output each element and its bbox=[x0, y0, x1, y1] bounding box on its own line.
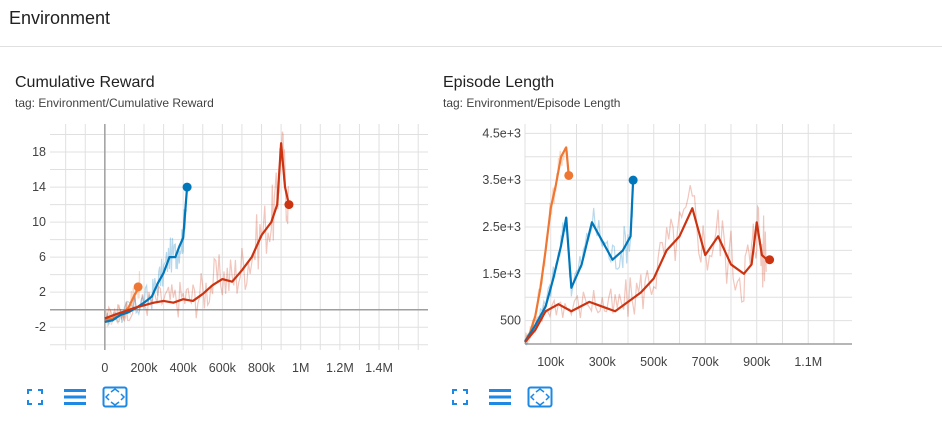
raw-series-line bbox=[524, 185, 767, 345]
x-tick-label: 600k bbox=[209, 361, 237, 375]
x-tick-label: 200k bbox=[130, 361, 158, 375]
x-tick-label: 800k bbox=[248, 361, 276, 375]
x-tick-label: 100k bbox=[537, 355, 565, 369]
y-tick-label: 6 bbox=[39, 250, 46, 264]
toggle-log-scale-icon bbox=[489, 389, 511, 405]
chart-title: Cumulative Reward bbox=[15, 74, 155, 91]
episode-length-chart[interactable]: 100k 300k 500k 700k 900k 1.1M 500 1.5e+3 2.5e+3 3… bbox=[428, 114, 858, 384]
y-tick-label: 2.5e+3 bbox=[482, 220, 521, 234]
fullscreen-icon bbox=[452, 389, 468, 405]
y-tick-label: 2 bbox=[39, 285, 46, 299]
raw-series-line bbox=[524, 176, 634, 347]
cumulative-reward-plot[interactable]: 0 200k 400k 600k 800k 1M 1.2M 1.4M -2 2 6 10 14 18 bbox=[0, 114, 430, 384]
fullscreen-button[interactable] bbox=[21, 384, 49, 410]
series-endpoint-marker bbox=[628, 175, 638, 185]
x-tick-label: 500k bbox=[640, 355, 668, 369]
fullscreen-icon bbox=[27, 389, 43, 405]
x-tick-label: 700k bbox=[692, 355, 720, 369]
series-line bbox=[524, 146, 570, 343]
y-tick-label: 10 bbox=[32, 215, 46, 229]
y-tick-label: 14 bbox=[32, 180, 46, 194]
y-tick-label: 3.5e+3 bbox=[482, 173, 521, 187]
y-tick-label: 1.5e+3 bbox=[482, 267, 521, 281]
raw-data-trace bbox=[104, 131, 289, 322]
toggle-log-scale-button[interactable] bbox=[486, 384, 514, 410]
chart-tag: tag: Environment/Cumulative Reward bbox=[15, 96, 214, 110]
chart-title: Episode Length bbox=[443, 74, 555, 91]
series-endpoint-marker bbox=[133, 282, 143, 292]
raw-data-trace bbox=[524, 185, 767, 345]
y-tick-label: 4.5e+3 bbox=[482, 126, 521, 140]
cumulative-reward-chart[interactable]: 0 200k 400k 600k 800k 1M 1.2M 1.4M -2 2 6 10 14 18 bbox=[0, 114, 430, 384]
fullscreen-button[interactable] bbox=[446, 384, 474, 410]
raw-series-line bbox=[104, 131, 289, 322]
series-endpoint-marker bbox=[564, 170, 574, 180]
section-header: Environment bbox=[0, 0, 942, 47]
toggle-log-scale-button[interactable] bbox=[61, 384, 89, 410]
raw-data-trace bbox=[524, 176, 634, 347]
series-line bbox=[524, 207, 768, 343]
raw-data-trace bbox=[104, 207, 188, 327]
y-tick-label: 18 bbox=[32, 145, 46, 159]
fit-domain-icon bbox=[102, 386, 128, 408]
raw-series-line bbox=[104, 207, 188, 327]
fit-domain-button[interactable] bbox=[101, 384, 129, 410]
series-line bbox=[104, 186, 189, 324]
chart-tag: tag: Environment/Episode Length bbox=[443, 96, 621, 110]
series-line bbox=[104, 142, 291, 320]
chart-card-cumulative-reward: Cumulative Reward tag: Environment/Cumul… bbox=[0, 68, 430, 428]
x-tick-label: 1.1M bbox=[794, 355, 822, 369]
series-line bbox=[524, 180, 635, 343]
episode-length-plot[interactable]: 100k 300k 500k 700k 900k 1.1M 500 1.5e+3 2.5e+3 3… bbox=[428, 114, 858, 384]
y-tick-label: -2 bbox=[35, 320, 46, 334]
x-tick-label: 1M bbox=[292, 361, 309, 375]
x-tick-label: 1.2M bbox=[326, 361, 354, 375]
x-tick-label: 0 bbox=[101, 361, 108, 375]
y-tick-label: 500 bbox=[500, 314, 521, 328]
x-tick-label: 300k bbox=[589, 355, 617, 369]
series-endpoint-marker bbox=[182, 182, 192, 192]
x-tick-label: 400k bbox=[170, 361, 198, 375]
series-endpoint-marker bbox=[765, 255, 775, 265]
x-tick-label: 1.4M bbox=[365, 361, 393, 375]
section-title: Environment bbox=[9, 8, 111, 28]
chart-card-episode-length: Episode Length tag: Environment/Episode … bbox=[428, 68, 858, 428]
fit-domain-button[interactable] bbox=[526, 384, 554, 410]
series-endpoint-marker bbox=[284, 200, 294, 210]
fit-domain-icon bbox=[527, 386, 553, 408]
toggle-log-scale-icon bbox=[64, 389, 86, 405]
x-tick-label: 900k bbox=[743, 355, 771, 369]
